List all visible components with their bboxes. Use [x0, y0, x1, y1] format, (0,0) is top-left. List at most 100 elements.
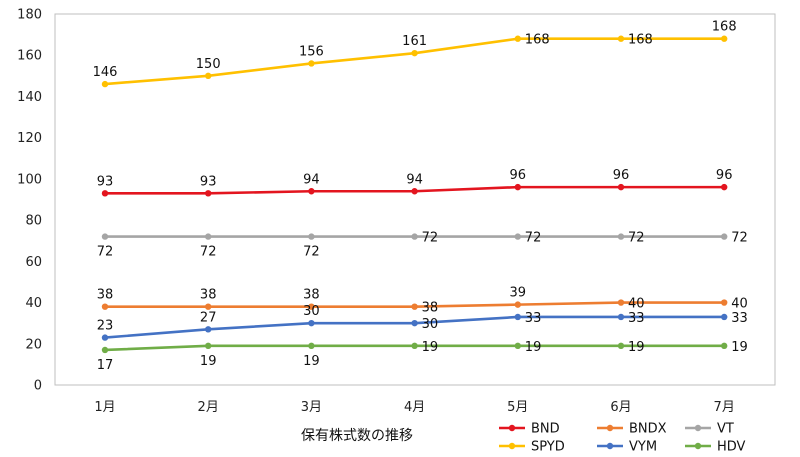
data-point — [411, 49, 418, 57]
data-label: 72 — [525, 231, 542, 246]
data-label: 19 — [303, 354, 320, 369]
data-label: 19 — [628, 340, 645, 355]
data-label: 19 — [731, 340, 748, 355]
y-tick-label: 100 — [17, 172, 42, 187]
data-label: 93 — [97, 174, 114, 189]
legend-item-vym: VYM — [597, 440, 657, 455]
data-label: 72 — [97, 245, 114, 260]
y-tick-label: 80 — [25, 214, 42, 229]
legend-label: BND — [531, 422, 560, 437]
data-point — [721, 342, 728, 350]
data-label: 156 — [299, 44, 324, 59]
x-tick-label: 4月 — [404, 400, 425, 415]
data-label: 30 — [303, 304, 320, 319]
data-point — [308, 188, 315, 195]
legend-swatch-marker — [606, 442, 614, 450]
data-point — [308, 342, 315, 350]
legend-label: HDV — [717, 440, 746, 455]
legend-item-bndx: BNDX — [597, 422, 667, 437]
data-point — [721, 233, 728, 240]
x-axis-ticks: 1月 2月 3月 4月 5月 6月 7月 — [94, 400, 734, 415]
data-label: 150 — [196, 57, 221, 72]
y-tick-label: 60 — [25, 255, 42, 270]
data-point — [205, 190, 212, 197]
data-label: 33 — [731, 311, 748, 326]
data-point — [514, 233, 521, 240]
x-axis-title: 保有株式数の推移 — [301, 428, 413, 444]
data-point — [205, 72, 212, 80]
y-tick-label: 20 — [25, 337, 42, 352]
data-label: 40 — [731, 297, 748, 312]
data-label: 94 — [303, 172, 320, 187]
data-label: 146 — [93, 65, 118, 80]
legend-item-spyd: SPYD — [499, 440, 565, 455]
data-point — [617, 35, 625, 42]
data-point — [617, 342, 625, 350]
data-point — [514, 313, 521, 321]
data-label: 168 — [712, 20, 737, 35]
data-point — [721, 313, 728, 321]
data-point — [205, 342, 212, 350]
data-point — [308, 303, 315, 310]
data-label: 23 — [97, 319, 114, 334]
legend-swatch-marker — [606, 424, 614, 432]
data-label: 96 — [510, 168, 527, 183]
legend-swatch-marker — [694, 442, 702, 450]
data-label: 94 — [406, 172, 423, 187]
x-tick-label: 5月 — [507, 400, 528, 415]
data-point — [514, 301, 521, 308]
data-label: 39 — [510, 286, 527, 301]
data-label: 93 — [200, 174, 217, 189]
data-point — [514, 183, 521, 191]
data-label: 96 — [613, 168, 630, 183]
data-point — [721, 35, 728, 42]
data-point — [205, 233, 212, 240]
data-point — [514, 342, 521, 350]
legend: BND BNDX VT SPYD VYM HDV — [499, 422, 746, 455]
data-point — [101, 334, 109, 341]
data-label: 27 — [200, 310, 217, 325]
series-vt — [101, 233, 728, 240]
y-tick-label: 160 — [17, 49, 42, 64]
series-bndx — [101, 299, 728, 310]
data-label: 40 — [628, 297, 645, 312]
data-label: 38 — [422, 301, 439, 316]
data-label: 96 — [716, 168, 733, 183]
y-tick-label: 40 — [25, 296, 42, 311]
legend-swatch-marker — [508, 442, 516, 450]
data-point — [617, 299, 625, 306]
data-label: 19 — [200, 354, 217, 369]
data-label: 168 — [525, 33, 550, 48]
data-label: 30 — [422, 317, 439, 332]
data-label: 72 — [422, 231, 439, 246]
y-tick-label: 140 — [17, 90, 42, 105]
data-point — [721, 299, 728, 306]
legend-item-vt: VT — [685, 422, 734, 437]
y-tick-label: 0 — [34, 379, 42, 394]
data-label: 72 — [200, 245, 217, 260]
legend-label: BNDX — [629, 422, 667, 437]
data-label: 33 — [628, 311, 645, 326]
y-tick-label: 120 — [17, 131, 42, 146]
data-point — [101, 303, 109, 310]
data-label: 72 — [628, 231, 645, 246]
data-label: 72 — [731, 231, 748, 246]
plot-area-border — [54, 13, 776, 386]
data-point — [101, 80, 109, 88]
x-tick-label: 3月 — [301, 400, 322, 415]
data-label: 38 — [97, 288, 114, 303]
series-bnd — [101, 183, 728, 197]
y-tick-label: 180 — [17, 8, 42, 23]
legend-label: VYM — [629, 440, 657, 455]
data-label: 72 — [303, 245, 320, 260]
x-tick-label: 2月 — [198, 400, 219, 415]
data-label: 38 — [303, 288, 320, 303]
data-point — [617, 233, 625, 240]
data-point — [101, 346, 109, 354]
y-axis-ticks: 0 20 40 60 80 100 120 140 160 180 — [17, 8, 42, 394]
data-label: 38 — [200, 288, 217, 303]
data-point — [411, 319, 418, 327]
legend-swatch-marker — [508, 424, 516, 432]
